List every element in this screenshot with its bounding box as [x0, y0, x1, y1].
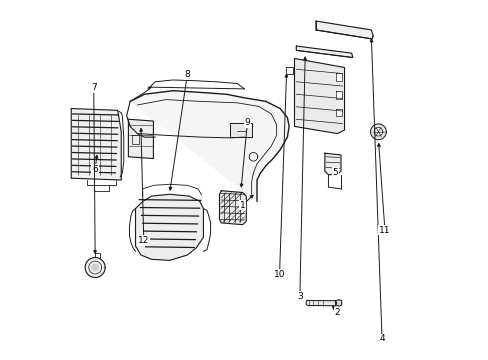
Polygon shape	[335, 73, 341, 81]
Polygon shape	[285, 67, 292, 74]
Text: 11: 11	[378, 225, 390, 234]
Polygon shape	[370, 124, 386, 140]
Text: 6: 6	[92, 165, 98, 174]
Polygon shape	[335, 109, 341, 116]
Polygon shape	[305, 300, 336, 306]
Polygon shape	[296, 46, 352, 58]
Text: 4: 4	[378, 334, 384, 343]
Polygon shape	[324, 153, 340, 175]
Text: 12: 12	[138, 236, 149, 245]
Polygon shape	[135, 194, 203, 260]
Polygon shape	[230, 123, 251, 137]
Polygon shape	[335, 91, 341, 99]
Text: 2: 2	[334, 308, 340, 317]
Polygon shape	[128, 119, 153, 158]
Polygon shape	[315, 21, 372, 39]
Text: 9: 9	[244, 118, 250, 127]
Text: 1: 1	[239, 201, 245, 210]
Polygon shape	[71, 109, 121, 180]
Polygon shape	[92, 264, 98, 271]
Polygon shape	[335, 300, 341, 306]
Text: 10: 10	[273, 270, 285, 279]
Text: 8: 8	[184, 70, 190, 79]
Text: 3: 3	[296, 292, 302, 301]
Polygon shape	[219, 191, 246, 225]
Polygon shape	[85, 257, 105, 278]
Polygon shape	[294, 59, 344, 134]
Text: 5: 5	[332, 168, 338, 177]
Polygon shape	[130, 91, 288, 202]
Text: 7: 7	[91, 83, 97, 92]
